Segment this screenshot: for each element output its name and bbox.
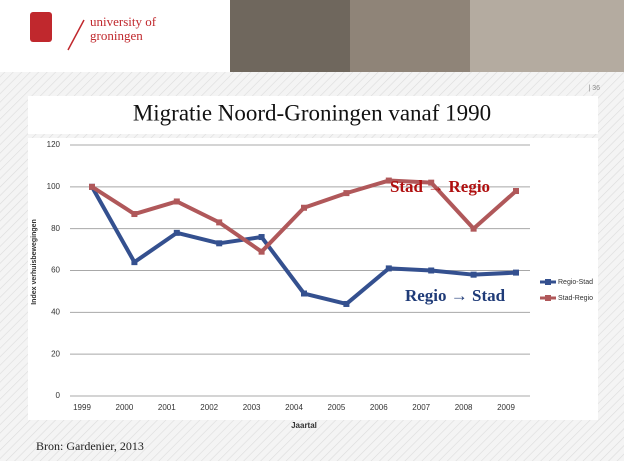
- marker: [301, 290, 307, 297]
- x-tick-label: 2005: [328, 403, 346, 412]
- marker: [470, 271, 477, 278]
- marker: [89, 183, 95, 190]
- y-tick-label: 0: [56, 391, 61, 400]
- y-tick-label: 60: [51, 266, 60, 275]
- x-tick-label: 2000: [116, 403, 134, 412]
- marker: [216, 219, 223, 226]
- x-tick-label: 2003: [243, 403, 261, 412]
- x-tick-label: 1999: [73, 403, 91, 412]
- x-tick-label: 2008: [455, 403, 473, 412]
- annotation: Regio → Stad: [405, 286, 506, 305]
- marker: [428, 179, 435, 186]
- annotation: Stad → Regio: [390, 177, 490, 196]
- marker: [385, 265, 392, 272]
- marker: [173, 198, 180, 205]
- legend-marker: [545, 279, 551, 285]
- header-photo-part: [470, 0, 624, 72]
- y-tick-label: 20: [51, 349, 60, 358]
- marker: [258, 234, 265, 241]
- page-number: | 36: [588, 85, 600, 92]
- title-band: [28, 96, 598, 134]
- legend-marker: [545, 295, 551, 301]
- marker: [301, 204, 307, 211]
- x-tick-label: 2001: [158, 403, 176, 412]
- marker: [428, 267, 435, 274]
- y-tick-label: 80: [51, 224, 60, 233]
- logo-text: university of: [90, 14, 157, 29]
- marker: [513, 269, 519, 276]
- y-axis-label: Index verhuisbewegingen: [31, 219, 38, 305]
- y-tick-label: 120: [47, 140, 61, 149]
- y-tick-label: 40: [51, 307, 60, 316]
- marker: [258, 248, 265, 255]
- y-tick-label: 100: [47, 182, 61, 191]
- marker: [131, 259, 138, 266]
- x-tick-label: 2002: [200, 403, 218, 412]
- header-photo-part: [230, 0, 350, 72]
- x-axis-label: Jaartal: [291, 421, 317, 430]
- x-tick-label: 2006: [370, 403, 388, 412]
- x-tick-label: 2007: [412, 403, 430, 412]
- marker: [131, 211, 138, 218]
- chart-area: [28, 138, 598, 420]
- logo-text: groningen: [90, 28, 143, 43]
- marker: [343, 190, 350, 197]
- marker: [385, 177, 392, 184]
- marker: [470, 225, 477, 232]
- legend-label: Stad-Regio: [558, 295, 593, 302]
- marker: [173, 229, 180, 236]
- source: Bron: Gardenier, 2013: [36, 439, 144, 453]
- logo-crest: [30, 12, 52, 42]
- logo-slash: [67, 19, 85, 51]
- x-tick-label: 2004: [285, 403, 303, 412]
- marker: [513, 188, 519, 195]
- chart-title: Migratie Noord-Groningen vanaf 1990: [133, 100, 491, 125]
- marker: [343, 300, 350, 307]
- x-tick-label: 2009: [497, 403, 515, 412]
- marker: [216, 240, 223, 247]
- legend-label: Regio-Stad: [558, 279, 593, 286]
